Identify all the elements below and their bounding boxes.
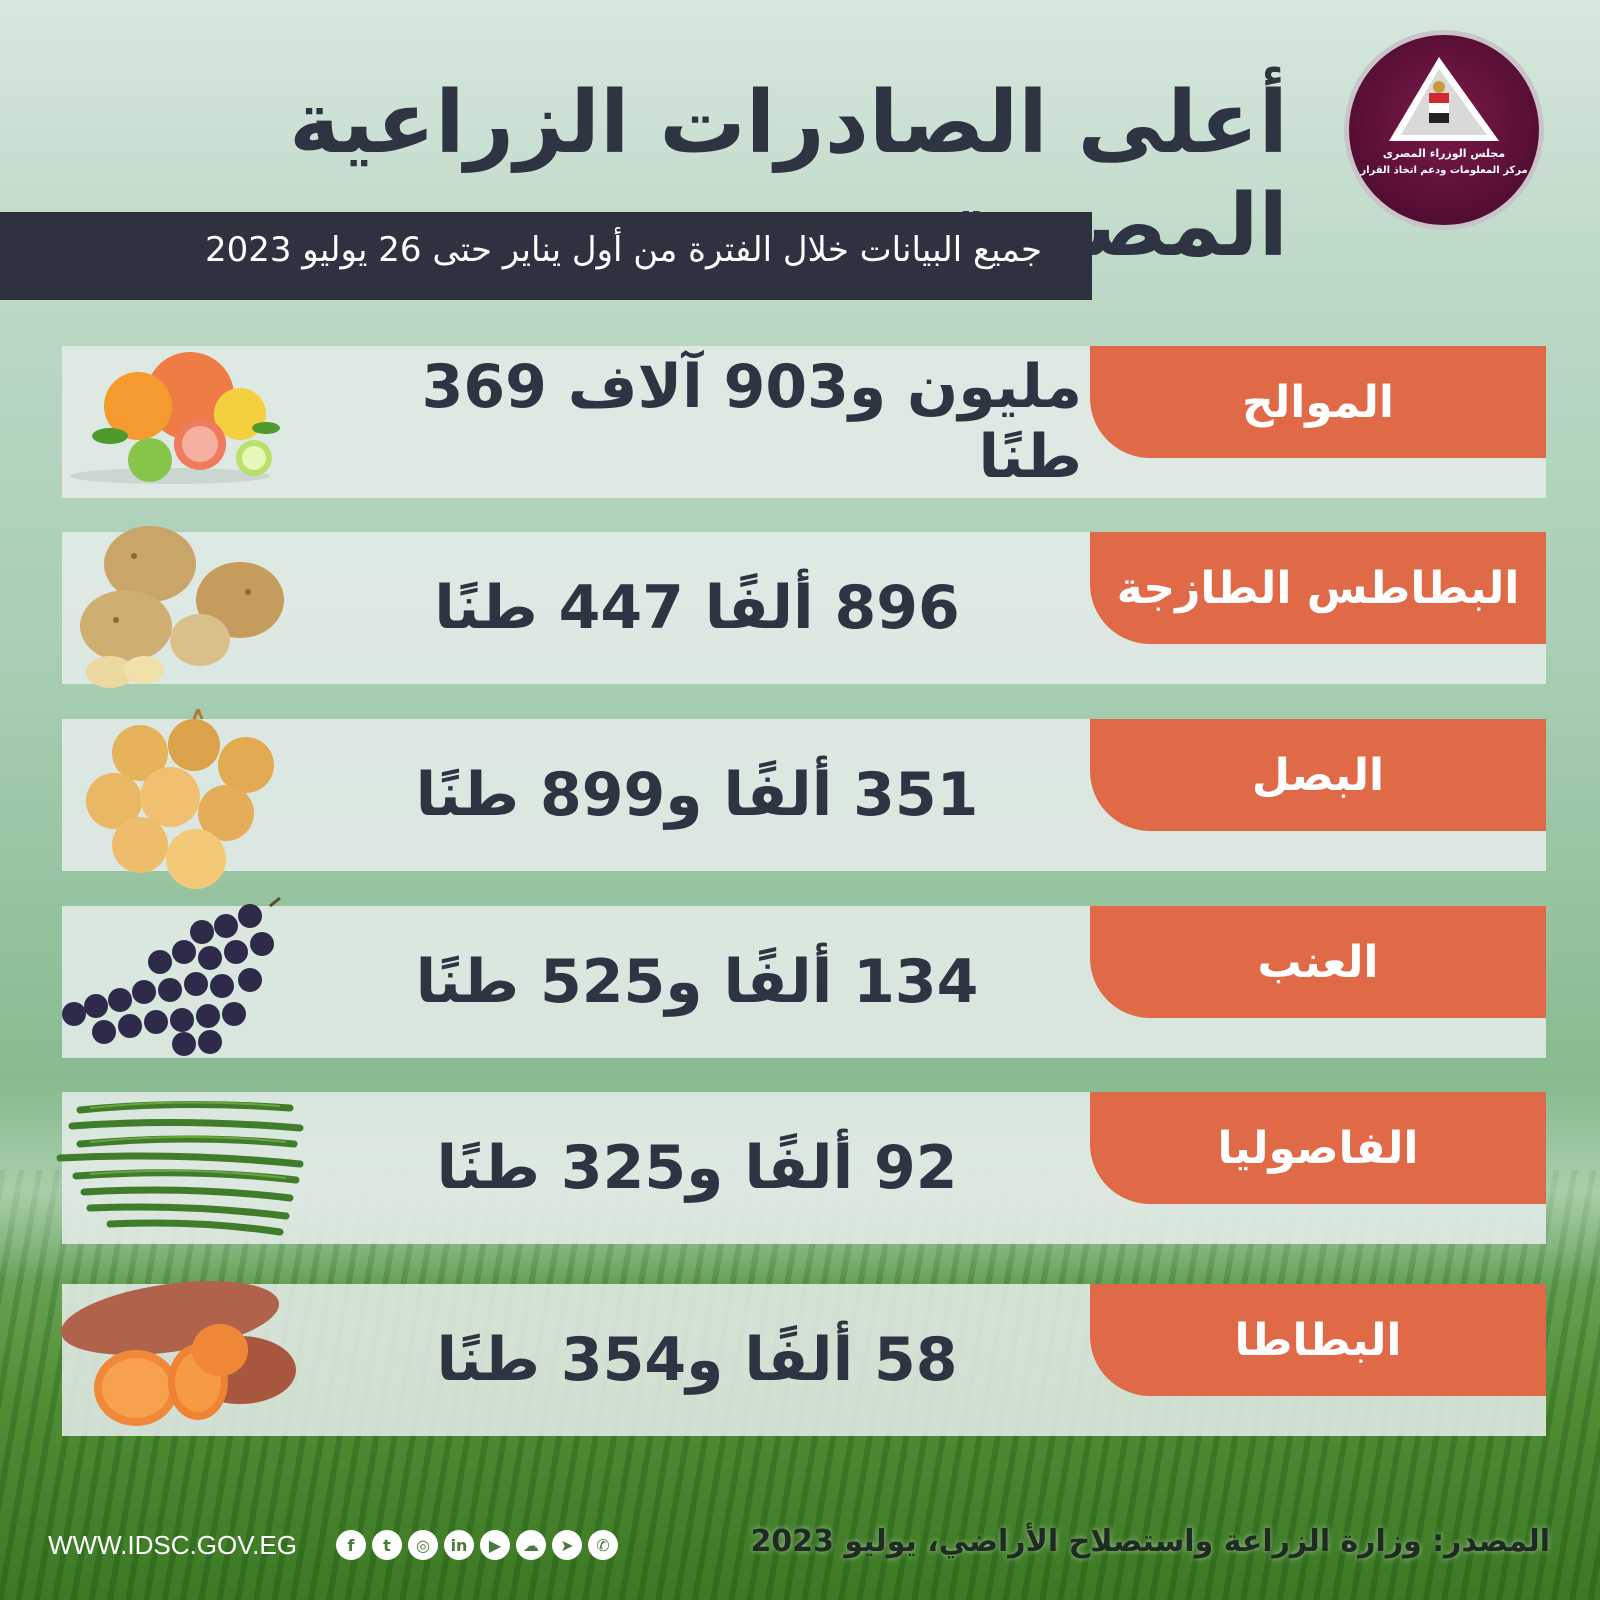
export-row-beans: الفاصوليا 92 ألفًا و325 طنًا <box>56 1092 1546 1244</box>
export-value: 351 ألفًا و899 طنًا <box>415 760 979 830</box>
green-beans-icon <box>56 1100 304 1236</box>
export-name: العنب <box>1257 936 1379 988</box>
logo-line-1: مجلس الوزراء المصرى <box>1382 147 1506 160</box>
export-name: الموالح <box>1241 376 1394 428</box>
facebook-icon[interactable]: f <box>336 1530 366 1560</box>
export-name: الفاصوليا <box>1217 1122 1419 1174</box>
linkedin-icon[interactable]: in <box>444 1530 474 1560</box>
citrus-icon <box>70 352 280 484</box>
export-row-citrus: الموالح مليون و903 آلاف 369 طنًا <box>62 346 1546 498</box>
export-row-grapes: العنب 134 ألفًا و525 طنًا <box>62 896 1546 1058</box>
grapes-icon <box>62 896 281 1056</box>
export-name-tag: الفاصوليا <box>1090 1092 1546 1204</box>
onion-icon <box>86 709 274 889</box>
idsc-logo: مجلس الوزراء المصرى مركز المعلومات ودعم … <box>1344 30 1544 230</box>
export-name: البطاطس الطازجة <box>1116 562 1520 614</box>
export-name-tag: البطاطس الطازجة <box>1090 532 1546 644</box>
social-links: f t ◎ in ▶ ☁ ➤ ✆ <box>336 1530 618 1560</box>
subtitle: جميع البيانات خلال الفترة من أول يناير ح… <box>204 230 1042 270</box>
telegram-icon[interactable]: ➤ <box>552 1530 582 1560</box>
export-value: 58 ألفًا و354 طنًا <box>436 1325 958 1395</box>
logo-line-2: مركز المعلومات ودعم اتخاذ القرار <box>1360 165 1528 176</box>
sweet-potato-icon <box>60 1281 296 1426</box>
export-row-potatoes: البطاطس الطازجة 896 ألفًا 447 طنًا <box>62 526 1546 688</box>
website-url[interactable]: WWW.IDSC.GOV.EG <box>48 1530 297 1560</box>
export-name-tag: العنب <box>1090 906 1546 1018</box>
export-value: مليون و903 آلاف 369 طنًا <box>421 352 1082 492</box>
whatsapp-icon[interactable]: ✆ <box>588 1530 618 1560</box>
export-name: البطاطا <box>1234 1314 1402 1366</box>
soundcloud-icon[interactable]: ☁ <box>516 1530 546 1560</box>
export-name-tag: الموالح <box>1090 346 1546 458</box>
data-source: المصدر: وزارة الزراعة واستصلاح الأراضي، … <box>750 1524 1550 1559</box>
instagram-icon[interactable]: ◎ <box>408 1530 438 1560</box>
export-value: 92 ألفًا و325 طنًا <box>436 1133 958 1203</box>
export-row-sweet-potatoes: البطاطا 58 ألفًا و354 طنًا <box>60 1281 1546 1436</box>
twitter-icon[interactable]: t <box>372 1530 402 1560</box>
export-name-tag: البصل <box>1090 719 1546 831</box>
export-row-onions: البصل 351 ألفًا و899 طنًا <box>62 709 1546 889</box>
export-name: البصل <box>1251 749 1385 801</box>
potato-icon <box>80 526 284 688</box>
export-value: 134 ألفًا و525 طنًا <box>415 947 979 1017</box>
export-name-tag: البطاطا <box>1090 1284 1546 1396</box>
export-value: 896 ألفًا 447 طنًا <box>434 573 960 643</box>
youtube-icon[interactable]: ▶ <box>480 1530 510 1560</box>
pyramid-emblem-icon <box>1389 57 1499 141</box>
subtitle-bar: جميع البيانات خلال الفترة من أول يناير ح… <box>0 212 1092 300</box>
